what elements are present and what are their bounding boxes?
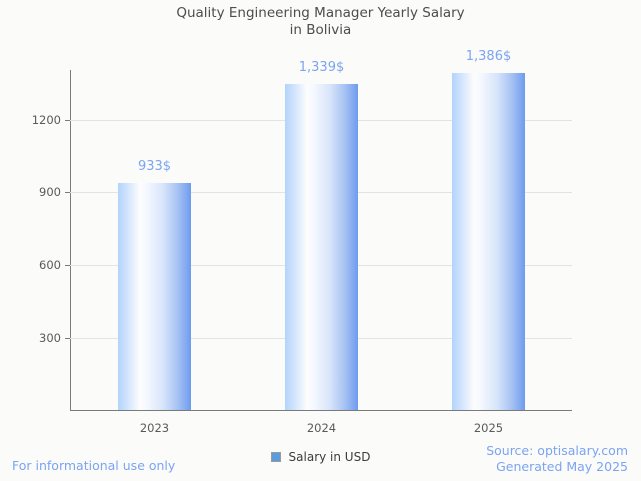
- chart-title: Quality Engineering Manager Yearly Salar…: [176, 5, 465, 38]
- tick-mark-900: [65, 192, 70, 193]
- bar-2023[interactable]: [118, 183, 191, 410]
- tick-mark-1200: [65, 120, 70, 121]
- bar-2025[interactable]: [452, 73, 525, 410]
- bar-2024[interactable]: [285, 84, 358, 410]
- bar-value-label-2024: 1,339$: [298, 60, 345, 75]
- source-text: Source: optisalary.com: [486, 443, 628, 458]
- legend-swatch-icon: [270, 452, 281, 462]
- disclaimer-text: For informational use only: [12, 458, 176, 473]
- bar-value-label-2025: 1,386$: [465, 49, 512, 64]
- legend-item-label: Salary in USD: [288, 450, 371, 464]
- bar-value-label-2023: 933$: [137, 159, 172, 174]
- plot-area: 1200 900 600 300 933$ 2023 1,339$ 2024 1…: [32, 49, 572, 435]
- tick-mark-300: [65, 338, 70, 339]
- y-tick-label-1200: 1200: [31, 113, 61, 127]
- generated-text: Generated May 2025: [496, 459, 628, 474]
- y-tick-label-600: 600: [39, 258, 61, 272]
- chart-legend: Salary in USD: [0, 450, 641, 464]
- y-tick-label-300: 300: [39, 331, 61, 345]
- x-axis-line: [70, 410, 572, 411]
- y-tick-label-900: 900: [39, 185, 61, 199]
- source-block: Source: optisalary.com Generated May 202…: [486, 443, 628, 475]
- x-tick-label-2023: 2023: [139, 421, 170, 435]
- x-tick-label-2025: 2025: [473, 421, 504, 435]
- x-tick-label-2024: 2024: [306, 421, 337, 435]
- tick-mark-600: [65, 265, 70, 266]
- y-axis-line: [70, 70, 71, 411]
